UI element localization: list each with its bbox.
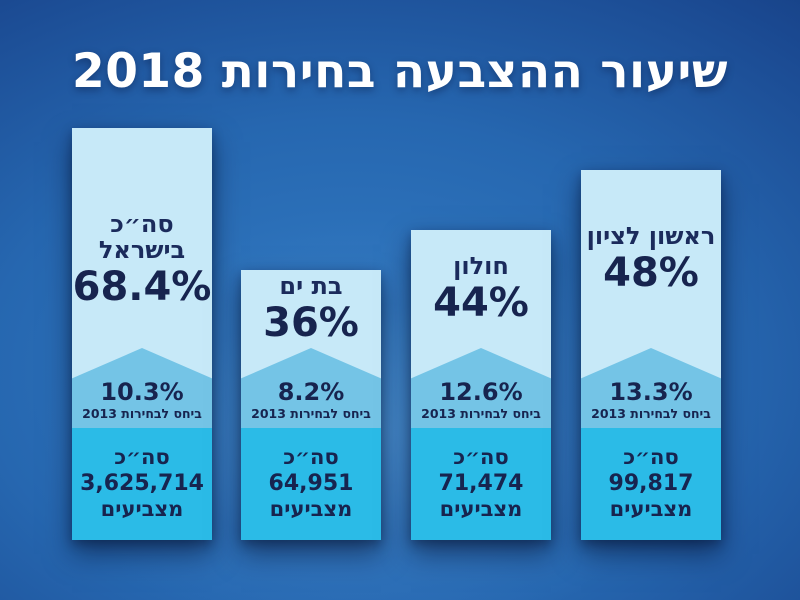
column-header-bat-yam: בת ים 36% xyxy=(241,270,381,348)
total-voters-band: סה״כ 99,817 מצביעים xyxy=(581,428,721,540)
total-voters-band: סה״כ 64,951 מצביעים xyxy=(241,428,381,540)
turnout-percentage: 48% xyxy=(603,250,699,297)
city-name-label: חולון xyxy=(453,251,509,280)
turnout-percentage: 36% xyxy=(263,300,359,347)
total-voters-value: 71,474 xyxy=(438,470,524,496)
change-percentage: 8.2% xyxy=(277,377,345,406)
change-band: 12.6% ביחס לבחירות 2013 xyxy=(411,348,551,428)
column-card-israel-total: סה״כ בישראל 68.4% 10.3% ביחס לבחירות 201… xyxy=(72,128,212,540)
total-voters-value: 99,817 xyxy=(608,470,694,496)
city-name-label: בת ים xyxy=(279,271,343,300)
change-caption: ביחס לבחירות 2013 xyxy=(82,406,202,421)
city-name-label: ראשון לציון xyxy=(586,221,716,250)
change-band: 10.3% ביחס לבחירות 2013 xyxy=(72,348,212,428)
total-caption-suffix: מצביעים xyxy=(609,497,693,522)
change-block: 13.3% ביחס לבחירות 2013 xyxy=(581,377,721,421)
turnout-percentage: 68.4% xyxy=(72,264,212,311)
page-title: שיעור ההצבעה בחירות 2018 xyxy=(72,44,728,99)
total-voters-band: סה״כ 71,474 מצביעים xyxy=(411,428,551,540)
column-header-rishon-lezion: ראשון לציון 48% xyxy=(581,170,721,348)
total-voters-value: 64,951 xyxy=(268,470,354,496)
total-caption-suffix: מצביעים xyxy=(269,497,353,522)
column-card-bat-yam: בת ים 36% 8.2% ביחס לבחירות 2013 סה״כ 64… xyxy=(241,270,381,540)
column-header-holon: חולון 44% xyxy=(411,230,551,348)
change-band: 8.2% ביחס לבחירות 2013 xyxy=(241,348,381,428)
city-name-label: סה״כ בישראל xyxy=(98,209,186,264)
total-caption-suffix: מצביעים xyxy=(100,497,184,522)
change-band: 13.3% ביחס לבחירות 2013 xyxy=(581,348,721,428)
change-block: 8.2% ביחס לבחירות 2013 xyxy=(241,377,381,421)
turnout-percentage: 44% xyxy=(433,280,529,327)
change-caption: ביחס לבחירות 2013 xyxy=(421,406,541,421)
total-caption-prefix: סה״כ xyxy=(283,444,339,469)
column-card-holon: חולון 44% 12.6% ביחס לבחירות 2013 סה״כ 7… xyxy=(411,230,551,540)
column-card-rishon-lezion: ראשון לציון 48% 13.3% ביחס לבחירות 2013 … xyxy=(581,170,721,540)
column-header-israel-total: סה״כ בישראל 68.4% xyxy=(72,128,212,348)
change-block: 12.6% ביחס לבחירות 2013 xyxy=(411,377,551,421)
total-voters-value: 3,625,714 xyxy=(80,470,204,496)
total-caption-suffix: מצביעים xyxy=(439,497,523,522)
total-caption-prefix: סה״כ xyxy=(114,444,170,469)
total-caption-prefix: סה״כ xyxy=(453,444,509,469)
change-percentage: 13.3% xyxy=(609,377,693,406)
change-percentage: 10.3% xyxy=(100,377,184,406)
total-voters-band: סה״כ 3,625,714 מצביעים xyxy=(72,428,212,540)
change-percentage: 12.6% xyxy=(439,377,523,406)
change-block: 10.3% ביחס לבחירות 2013 xyxy=(72,377,212,421)
change-caption: ביחס לבחירות 2013 xyxy=(251,406,371,421)
change-caption: ביחס לבחירות 2013 xyxy=(591,406,711,421)
total-caption-prefix: סה״כ xyxy=(623,444,679,469)
